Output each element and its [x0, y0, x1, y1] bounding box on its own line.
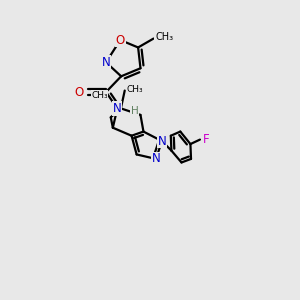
Text: CH₃: CH₃: [91, 91, 108, 100]
Text: F: F: [203, 133, 209, 146]
Text: CH₃: CH₃: [126, 85, 143, 94]
Text: N: N: [113, 102, 122, 115]
Text: N: N: [158, 135, 166, 148]
Text: N: N: [152, 152, 160, 165]
Text: CH₃: CH₃: [155, 32, 173, 42]
Text: O: O: [116, 34, 125, 46]
Text: N: N: [102, 56, 110, 69]
Text: H: H: [131, 106, 138, 116]
Text: O: O: [75, 85, 84, 98]
